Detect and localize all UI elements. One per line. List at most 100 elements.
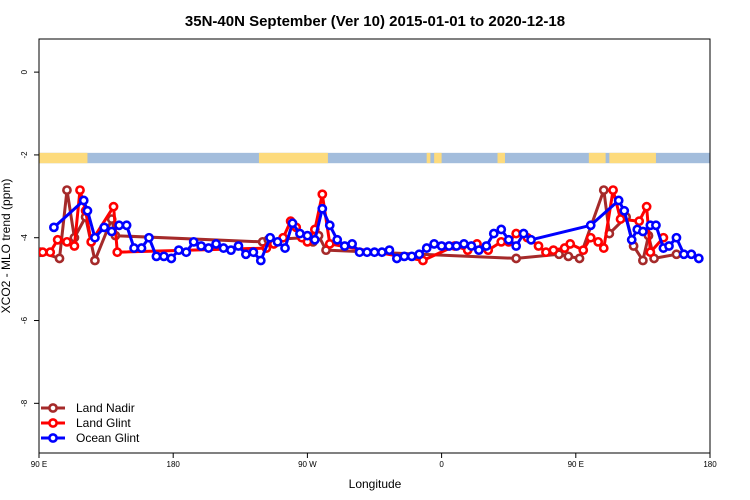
data-point-land-glint bbox=[578, 245, 589, 256]
data-point-land-glint bbox=[608, 185, 618, 196]
plot-frame bbox=[38, 38, 711, 454]
x-tick-label: 90 E bbox=[31, 460, 47, 469]
data-point-land-glint bbox=[598, 243, 609, 253]
legend-item-land-nadir: Land Nadir bbox=[41, 401, 135, 415]
data-point-ocean-glint bbox=[181, 247, 192, 258]
data-point-land-nadir bbox=[54, 253, 65, 264]
x-tick-label: 90 E bbox=[568, 460, 584, 469]
data-point-ocean-glint bbox=[114, 220, 125, 231]
y-tick-label: -4 bbox=[20, 234, 29, 242]
data-point-land-nadir bbox=[511, 253, 522, 264]
data-point-ocean-glint bbox=[106, 226, 117, 237]
data-point-ocean-glint bbox=[129, 243, 139, 253]
data-point-ocean-glint bbox=[436, 241, 447, 251]
data-point-land-glint bbox=[615, 214, 626, 224]
x-tick-label: 180 bbox=[703, 460, 717, 469]
data-point-ocean-glint bbox=[233, 241, 244, 251]
data-point-ocean-glint bbox=[255, 255, 266, 266]
land-band-segment bbox=[497, 152, 505, 164]
data-point-land-glint bbox=[585, 232, 596, 243]
data-point-land-glint bbox=[565, 239, 576, 249]
series-ocean-glint bbox=[49, 195, 704, 266]
data-point-ocean-glint bbox=[651, 220, 661, 231]
data-point-ocean-glint bbox=[421, 243, 432, 253]
data-point-ocean-glint bbox=[399, 251, 410, 262]
chart-title: 35N-40N September (Ver 10) 2015-01-01 to… bbox=[185, 13, 565, 30]
data-point-ocean-glint bbox=[324, 220, 335, 231]
data-point-land-nadir bbox=[638, 255, 648, 266]
data-point-ocean-glint bbox=[218, 243, 229, 253]
data-point-land-nadir bbox=[671, 249, 682, 260]
data-point-land-glint bbox=[52, 234, 63, 245]
data-point-land-glint bbox=[112, 247, 123, 258]
data-point-ocean-glint bbox=[188, 236, 199, 247]
x-tick-label: 90 W bbox=[298, 460, 317, 469]
y-tick-label: -6 bbox=[20, 316, 29, 324]
data-point-land-nadir bbox=[598, 185, 609, 196]
legend-item-ocean-glint: Ocean Glint bbox=[41, 431, 140, 445]
y-tick-label: 0 bbox=[20, 69, 29, 74]
data-point-ocean-glint bbox=[136, 243, 147, 253]
data-point-land-glint bbox=[496, 236, 507, 247]
data-point-ocean-glint bbox=[481, 241, 492, 251]
data-point-land-glint bbox=[593, 236, 604, 247]
data-point-ocean-glint bbox=[526, 234, 536, 245]
data-point-ocean-glint bbox=[679, 249, 689, 260]
data-point-ocean-glint bbox=[686, 249, 697, 260]
data-point-ocean-glint bbox=[339, 241, 350, 251]
data-point-ocean-glint bbox=[158, 251, 169, 262]
data-point-land-glint bbox=[45, 247, 56, 258]
data-point-ocean-glint bbox=[240, 249, 251, 260]
data-point-land-glint bbox=[317, 189, 328, 200]
data-point-ocean-glint bbox=[309, 234, 320, 245]
legend-item-land-glint: Land Glint bbox=[41, 416, 131, 430]
legend-marker bbox=[48, 433, 58, 443]
data-point-ocean-glint bbox=[466, 241, 477, 251]
data-point-ocean-glint bbox=[496, 224, 507, 235]
data-point-ocean-glint bbox=[459, 239, 469, 249]
data-point-land-glint bbox=[511, 228, 522, 239]
data-point-land-glint bbox=[645, 247, 656, 258]
data-point-land-glint bbox=[108, 201, 119, 212]
data-point-ocean-glint bbox=[287, 218, 298, 229]
data-point-land-glint bbox=[541, 247, 551, 258]
land-band-segment bbox=[588, 152, 606, 164]
data-point-land-glint bbox=[69, 241, 80, 251]
data-point-ocean-glint bbox=[362, 247, 372, 258]
x-axis: 90 E 180 90 W 0 90 E 180 bbox=[31, 453, 717, 469]
data-point-ocean-glint bbox=[619, 205, 630, 216]
land-ocean-band bbox=[39, 152, 710, 164]
x-axis-label: Longitude bbox=[349, 477, 402, 491]
land-band-segment bbox=[258, 152, 328, 164]
data-point-ocean-glint bbox=[272, 236, 283, 247]
y-axis: 0 -2 -4 -6 -8 bbox=[20, 69, 39, 407]
x-tick-label: 180 bbox=[167, 460, 181, 469]
data-point-land-glint bbox=[75, 185, 85, 196]
data-point-ocean-glint bbox=[347, 239, 358, 249]
data-point-ocean-glint bbox=[121, 220, 132, 231]
data-point-ocean-glint bbox=[377, 247, 387, 258]
y-tick-label: -2 bbox=[20, 151, 29, 159]
data-point-ocean-glint bbox=[488, 228, 499, 239]
land-band-segment bbox=[434, 152, 442, 164]
data-point-land-glint bbox=[62, 236, 72, 247]
data-point-ocean-glint bbox=[473, 245, 484, 256]
data-point-ocean-glint bbox=[144, 232, 154, 243]
data-point-land-nadir bbox=[563, 251, 574, 262]
data-point-ocean-glint bbox=[265, 232, 276, 243]
data-point-ocean-glint bbox=[49, 222, 59, 233]
data-point-ocean-glint bbox=[166, 253, 177, 264]
data-point-ocean-glint bbox=[451, 241, 462, 251]
data-point-ocean-glint bbox=[151, 251, 162, 262]
data-point-ocean-glint bbox=[211, 239, 221, 249]
data-point-ocean-glint bbox=[203, 243, 214, 253]
series-layer bbox=[39, 185, 704, 266]
data-point-ocean-glint bbox=[613, 195, 624, 206]
y-axis-label: XCO2 - MLO trend (ppm) bbox=[0, 179, 13, 314]
data-point-ocean-glint bbox=[503, 234, 514, 245]
data-point-ocean-glint bbox=[693, 253, 704, 264]
data-point-land-glint bbox=[533, 241, 544, 251]
data-point-ocean-glint bbox=[414, 249, 425, 260]
